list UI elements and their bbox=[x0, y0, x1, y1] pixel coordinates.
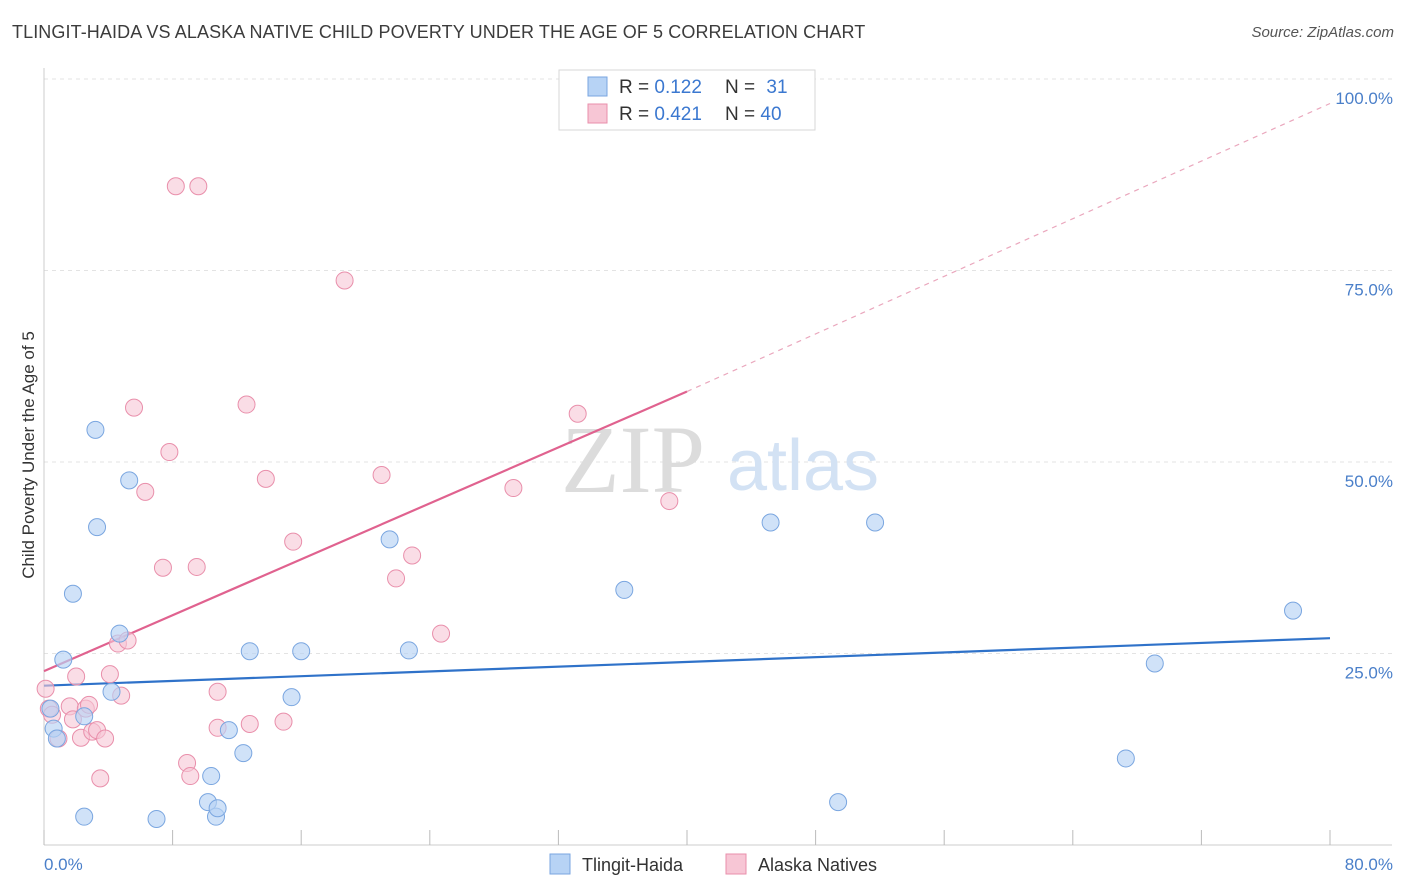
point-alaska-natives bbox=[96, 729, 115, 748]
point-alaska-natives bbox=[387, 569, 406, 588]
point-tlingit-haida bbox=[41, 699, 60, 718]
legend-swatch-alaska-natives bbox=[587, 103, 608, 124]
trend-line-tlingit-haida bbox=[43, 637, 1331, 687]
point-alaska-natives bbox=[125, 398, 144, 417]
point-tlingit-haida bbox=[54, 650, 73, 669]
point-alaska-natives bbox=[237, 395, 256, 414]
bottom-legend: Tlingit-Haida Alaska Natives bbox=[549, 853, 877, 875]
point-alaska-natives bbox=[432, 624, 451, 643]
point-alaska-natives bbox=[136, 482, 155, 501]
point-tlingit-haida bbox=[88, 518, 107, 537]
point-tlingit-haida bbox=[86, 420, 105, 439]
bottom-legend-swatch-alaska-natives bbox=[725, 853, 747, 875]
y-tick-labels: 25.0% 50.0% 75.0% 100.0% bbox=[1335, 89, 1393, 683]
trend-line-alaska-natives-extension bbox=[686, 102, 1331, 393]
point-alaska-natives bbox=[660, 492, 679, 511]
point-tlingit-haida bbox=[399, 641, 418, 660]
legend-r-label-2: R = bbox=[619, 104, 654, 125]
x-tick-labels: 0.0% 80.0% bbox=[44, 855, 1393, 874]
y-axis-label: Child Poverty Under the Age of 5 bbox=[19, 331, 38, 579]
svg-text:N = 40: N = 40 bbox=[725, 104, 782, 125]
svg-text:N = 31: N = 31 bbox=[725, 77, 788, 98]
watermark-atlas: atlas bbox=[727, 426, 879, 506]
point-tlingit-haida bbox=[380, 530, 399, 549]
chart-title: TLINGIT-HAIDA VS ALASKA NATIVE CHILD POV… bbox=[12, 22, 866, 42]
point-tlingit-haida bbox=[615, 580, 634, 599]
point-tlingit-haida bbox=[120, 471, 139, 490]
point-tlingit-haida bbox=[866, 513, 885, 532]
trend-line-alaska-natives bbox=[43, 390, 688, 673]
x-tick-label-max: 80.0% bbox=[1345, 855, 1393, 874]
point-tlingit-haida bbox=[63, 584, 82, 603]
point-tlingit-haida bbox=[208, 799, 227, 818]
point-tlingit-haida bbox=[219, 721, 238, 740]
point-alaska-natives bbox=[208, 682, 227, 701]
legend-r-value-1: 0.122 bbox=[654, 77, 702, 98]
point-tlingit-haida bbox=[75, 707, 94, 726]
svg-text:R = 0.421: R = 0.421 bbox=[619, 104, 702, 125]
point-alaska-natives bbox=[91, 769, 110, 788]
point-tlingit-haida bbox=[47, 729, 66, 748]
point-tlingit-haida bbox=[202, 767, 221, 786]
point-tlingit-haida bbox=[240, 642, 259, 661]
point-tlingit-haida bbox=[282, 688, 301, 707]
point-alaska-natives bbox=[153, 558, 172, 577]
point-alaska-natives bbox=[189, 177, 208, 196]
legend-n-value-2: 40 bbox=[760, 104, 781, 125]
legend-swatch-tlingit-haida bbox=[587, 76, 608, 97]
point-alaska-natives bbox=[274, 712, 293, 731]
y-tick-label-25: 25.0% bbox=[1345, 664, 1393, 683]
bottom-legend-label-tlingit-haida: Tlingit-Haida bbox=[582, 855, 684, 875]
point-tlingit-haida bbox=[761, 513, 780, 532]
y-tick-label-50: 50.0% bbox=[1345, 472, 1393, 491]
legend-box: R = 0.122 N = 31 R = 0.421 N = 40 bbox=[558, 69, 816, 131]
y-tick-label-75: 75.0% bbox=[1345, 281, 1393, 300]
legend-n-label-2: N = bbox=[725, 104, 760, 125]
series-alaska-natives bbox=[36, 177, 679, 788]
legend-r-label-1: R = bbox=[619, 77, 654, 98]
point-tlingit-haida bbox=[234, 744, 253, 763]
point-alaska-natives bbox=[256, 469, 275, 488]
point-alaska-natives bbox=[181, 767, 200, 786]
point-tlingit-haida bbox=[110, 624, 129, 643]
point-tlingit-haida bbox=[75, 807, 94, 826]
trend-lines bbox=[43, 102, 1331, 687]
point-alaska-natives bbox=[36, 679, 55, 698]
point-alaska-natives bbox=[67, 667, 86, 686]
point-alaska-natives bbox=[100, 665, 119, 684]
point-tlingit-haida bbox=[1284, 601, 1303, 620]
bottom-legend-label-alaska-natives: Alaska Natives bbox=[758, 855, 877, 875]
legend-n-label-1: N = bbox=[725, 77, 760, 98]
point-alaska-natives bbox=[372, 466, 391, 485]
point-alaska-natives bbox=[160, 443, 179, 462]
point-alaska-natives bbox=[335, 271, 354, 290]
point-tlingit-haida bbox=[292, 642, 311, 661]
legend-n-value-1: 31 bbox=[766, 77, 787, 98]
watermark-zip: ZIP bbox=[561, 406, 705, 513]
point-alaska-natives bbox=[284, 532, 303, 551]
point-tlingit-haida bbox=[147, 809, 166, 828]
y-tick-label-100: 100.0% bbox=[1335, 89, 1393, 108]
series-tlingit-haida bbox=[41, 420, 1303, 828]
bottom-legend-swatch-tlingit-haida bbox=[549, 853, 571, 875]
point-tlingit-haida bbox=[102, 682, 121, 701]
gridlines bbox=[44, 78, 1392, 654]
x-tick-label-min: 0.0% bbox=[44, 855, 83, 874]
point-tlingit-haida bbox=[829, 793, 848, 812]
point-alaska-natives bbox=[568, 404, 587, 423]
svg-text:R = 0.122: R = 0.122 bbox=[619, 77, 702, 98]
legend-r-value-2: 0.421 bbox=[654, 104, 702, 125]
point-tlingit-haida bbox=[1116, 749, 1135, 768]
point-alaska-natives bbox=[504, 479, 523, 498]
source-credit: Source: ZipAtlas.com bbox=[1251, 24, 1394, 41]
point-alaska-natives bbox=[187, 557, 206, 576]
point-alaska-natives bbox=[166, 177, 185, 196]
watermark: ZIP atlas bbox=[561, 406, 879, 513]
point-alaska-natives bbox=[403, 546, 422, 565]
point-alaska-natives bbox=[240, 714, 259, 733]
point-tlingit-haida bbox=[1145, 654, 1164, 673]
